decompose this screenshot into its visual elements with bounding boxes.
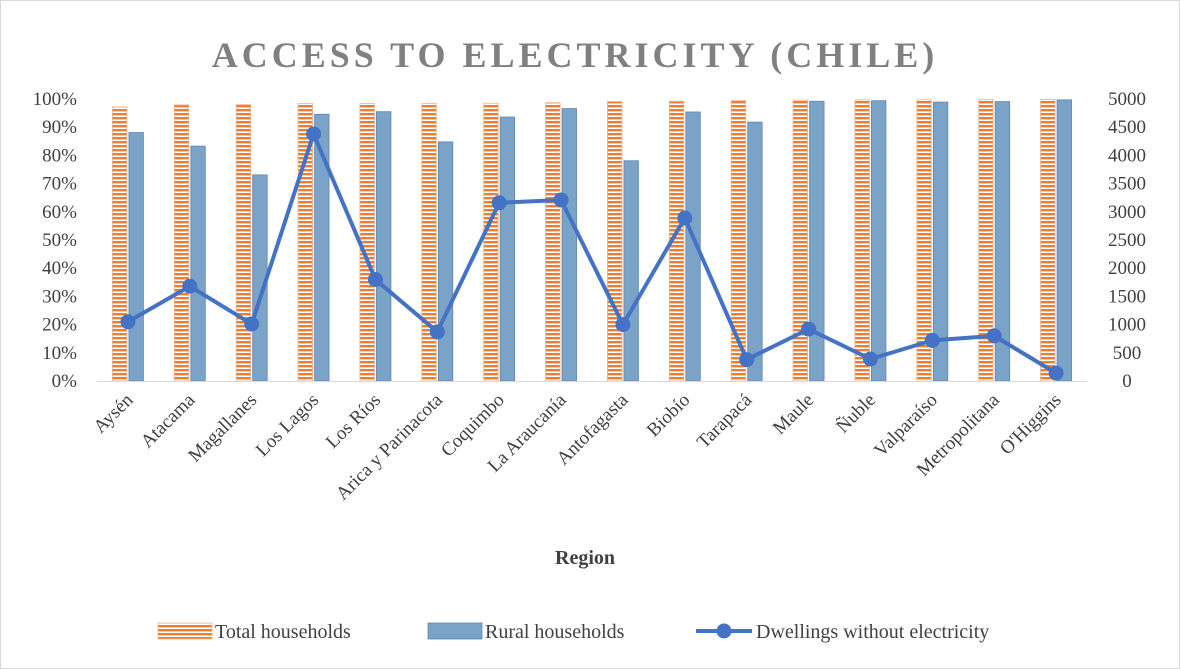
bar-total-households — [112, 106, 128, 382]
line-point — [677, 210, 693, 226]
line-point — [120, 314, 136, 330]
bar-rural-households — [809, 100, 825, 382]
y-tick-label: 70% — [42, 174, 77, 195]
y2-tick-label: 3000 — [1108, 202, 1146, 223]
line-point — [306, 126, 322, 142]
legend-swatch-marker — [716, 623, 732, 639]
legend-label: Dwellings without electricity — [756, 621, 989, 643]
y-tick-label: 40% — [42, 258, 77, 279]
line-point — [862, 351, 878, 367]
bar-total-households — [854, 99, 870, 382]
bar-total-households — [792, 99, 808, 382]
y2-tick-label: 3500 — [1108, 174, 1146, 195]
x-tick-label: Los Ríos — [322, 390, 385, 453]
bar-total-households — [545, 102, 561, 382]
line-point — [491, 195, 507, 211]
x-tick-label: Los Lagos — [252, 390, 323, 461]
bar-rural-households — [437, 141, 454, 382]
y-tick-label: 80% — [42, 145, 77, 166]
legend-swatch — [427, 622, 483, 640]
y-tick-label: 30% — [42, 286, 77, 307]
bar-rural-households — [128, 132, 144, 382]
y2-tick-label: 4500 — [1108, 117, 1146, 138]
legend-label: Total households — [215, 621, 351, 643]
legend-label: Rural households — [485, 621, 625, 643]
bar-rural-households — [376, 111, 392, 382]
legend: Total households Rural households Dwelling… — [157, 621, 989, 643]
line-point — [739, 352, 755, 368]
bar-total-households — [173, 104, 190, 382]
y2-tick-label: 2000 — [1108, 258, 1146, 279]
y-tick-label: 60% — [42, 202, 77, 223]
bar-total-households — [359, 103, 375, 382]
x-tick-label: O'Higgins — [996, 390, 1066, 460]
bar-total-households — [1040, 99, 1056, 382]
bar-total-households — [421, 103, 437, 382]
y-tick-label: 50% — [42, 230, 77, 251]
line-point — [553, 192, 569, 208]
chart-title: ACCESS TO ELECTRICITY (CHILE) — [212, 35, 939, 75]
line-point — [801, 321, 817, 337]
y-tick-label: 100% — [33, 89, 78, 110]
bar-total-households — [483, 102, 499, 382]
line-dwellings-without-electricity — [126, 131, 1058, 375]
line-point — [1048, 365, 1064, 381]
bar-rural-households — [1056, 99, 1072, 382]
bar-rural-households — [623, 160, 639, 382]
x-tick-label: Atacama — [137, 389, 200, 452]
line-point — [924, 332, 940, 348]
y-tick-label: 20% — [42, 315, 77, 336]
plot-area: 0% 10% 20% 30% 40% 50% 60% 70% 80% 90% 100% 0 500 100… — [33, 89, 1146, 505]
y2-tick-label: 4000 — [1108, 145, 1146, 166]
line-point — [182, 278, 198, 294]
line-point — [244, 316, 260, 332]
x-axis-title: Region — [555, 547, 615, 569]
x-tick-label: Maule — [769, 390, 818, 439]
y2-tick-label: 5000 — [1108, 89, 1146, 110]
x-tick-label: Ñuble — [832, 389, 880, 437]
bar-rural-households — [499, 116, 516, 382]
bar-rural-households — [871, 100, 887, 382]
y2-tick-label: 1500 — [1108, 286, 1146, 307]
bar-rural-households — [747, 121, 763, 382]
y-tick-label: 0% — [52, 371, 78, 392]
y-tick-label: 90% — [42, 117, 77, 138]
line-point — [615, 317, 631, 333]
y2-tick-label: 2500 — [1108, 230, 1146, 251]
line-point — [986, 328, 1002, 344]
y2-tick-label: 500 — [1113, 343, 1142, 364]
bar-rural-households — [561, 108, 577, 382]
x-tick-label: Tarapacá — [693, 389, 757, 453]
bar-rural-households — [190, 145, 206, 382]
y2-tick-label: 0 — [1122, 371, 1132, 392]
x-tick-label: Aysén — [90, 389, 138, 437]
line-point — [429, 324, 445, 340]
y-tick-label: 10% — [42, 343, 77, 364]
legend-swatch — [157, 622, 213, 640]
x-tick-label: Biobío — [643, 390, 694, 441]
bar-total-households — [607, 101, 623, 382]
line-point — [367, 271, 383, 287]
x-tick-label: Arica y Parinacota — [332, 389, 447, 504]
y2-tick-label: 1000 — [1108, 315, 1146, 336]
bar-total-households — [235, 104, 252, 382]
